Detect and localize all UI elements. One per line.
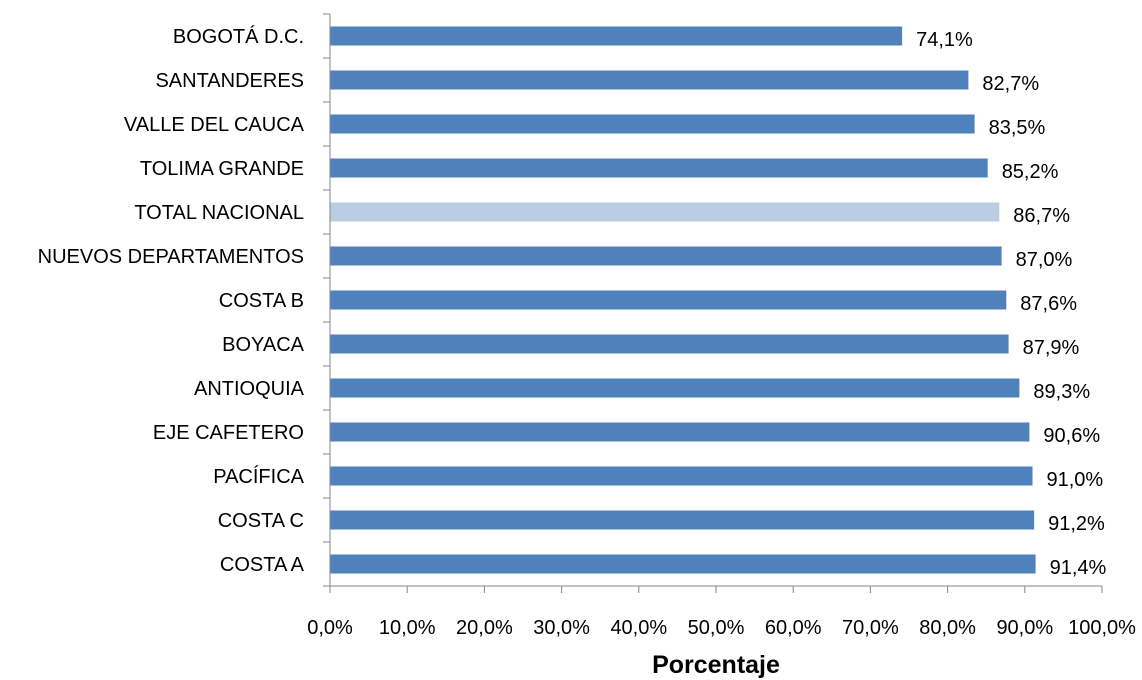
value-label-9: 90,6% xyxy=(1043,425,1100,447)
value-label-0: 74,1% xyxy=(916,29,973,51)
bars-group xyxy=(330,26,1036,574)
category-label-2: VALLE DEL CAUCA xyxy=(124,114,305,136)
bar-8 xyxy=(330,378,1020,398)
value-label-8: 89,3% xyxy=(1033,381,1090,403)
x-tick-label-3: 30,0% xyxy=(533,617,590,639)
x-tick-label-5: 50,0% xyxy=(688,617,745,639)
x-tick-label-4: 40,0% xyxy=(610,617,667,639)
value-label-5: 87,0% xyxy=(1016,249,1073,271)
x-tick-label-7: 70,0% xyxy=(842,617,899,639)
x-tick-label-10: 100,0% xyxy=(1068,617,1136,639)
category-label-11: COSTA C xyxy=(218,510,304,532)
category-label-9: EJE CAFETERO xyxy=(153,422,304,444)
bar-6 xyxy=(330,290,1007,310)
category-label-5: NUEVOS DEPARTAMENTOS xyxy=(38,246,304,268)
category-label-12: COSTA A xyxy=(220,554,305,576)
x-axis-title: Porcentaje xyxy=(652,651,780,679)
x-tick-label-0: 0,0% xyxy=(307,617,353,639)
bar-10 xyxy=(330,466,1033,486)
value-label-7: 87,9% xyxy=(1023,337,1080,359)
bar-12 xyxy=(330,554,1036,574)
value-label-3: 85,2% xyxy=(1002,161,1059,183)
value-label-2: 83,5% xyxy=(989,117,1046,139)
value-label-1: 82,7% xyxy=(982,73,1039,95)
labels-group: BOGOTÁ D.C. 74,1% SANTANDERES 82,7% VALLE DE… xyxy=(38,25,1136,639)
bar-2 xyxy=(330,114,975,134)
value-label-6: 87,6% xyxy=(1020,293,1077,315)
category-label-7: BOYACA xyxy=(222,334,305,356)
category-label-8: ANTIOQUIA xyxy=(194,378,305,400)
bar-4 xyxy=(330,202,1000,222)
category-label-6: COSTA B xyxy=(219,290,304,312)
bar-3 xyxy=(330,158,988,178)
bar-9 xyxy=(330,422,1030,442)
x-tick-label-6: 60,0% xyxy=(765,617,822,639)
value-label-10: 91,0% xyxy=(1047,469,1104,491)
axes-group xyxy=(323,13,1103,593)
value-label-11: 91,2% xyxy=(1048,513,1105,535)
x-tick-label-2: 20,0% xyxy=(456,617,513,639)
x-tick-label-1: 10,0% xyxy=(379,617,436,639)
bar-0 xyxy=(330,26,903,46)
category-label-0: BOGOTÁ D.C. xyxy=(173,25,304,48)
category-label-3: TOLIMA GRANDE xyxy=(140,158,304,180)
bar-1 xyxy=(330,70,969,90)
bar-5 xyxy=(330,246,1002,266)
category-label-4: TOTAL NACIONAL xyxy=(134,202,304,224)
value-label-4: 86,7% xyxy=(1013,205,1070,227)
value-label-12: 91,4% xyxy=(1050,557,1107,579)
category-label-1: SANTANDERES xyxy=(155,70,304,92)
bar-11 xyxy=(330,510,1035,530)
category-label-10: PACÍFICA xyxy=(213,465,304,488)
x-tick-label-9: 90,0% xyxy=(996,617,1053,639)
x-tick-label-8: 80,0% xyxy=(919,617,976,639)
bar-7 xyxy=(330,334,1009,354)
